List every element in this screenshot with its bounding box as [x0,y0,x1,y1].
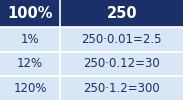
Bar [0,52,60,76]
Bar [60,76,183,100]
Text: 100%: 100% [8,6,53,21]
Text: 250·0.12=30: 250·0.12=30 [83,57,160,70]
Text: 250: 250 [106,6,137,21]
Bar [60,0,183,27]
Bar [0,0,60,27]
Bar [60,27,183,52]
Text: 250·1.2=300: 250·1.2=300 [83,82,160,94]
Text: 1%: 1% [21,33,40,46]
Bar [60,52,183,76]
Text: 120%: 120% [13,82,47,94]
Text: 12%: 12% [17,57,43,70]
Bar [0,27,60,52]
Text: 250·0.01=2.5: 250·0.01=2.5 [81,33,162,46]
Bar [0,76,60,100]
